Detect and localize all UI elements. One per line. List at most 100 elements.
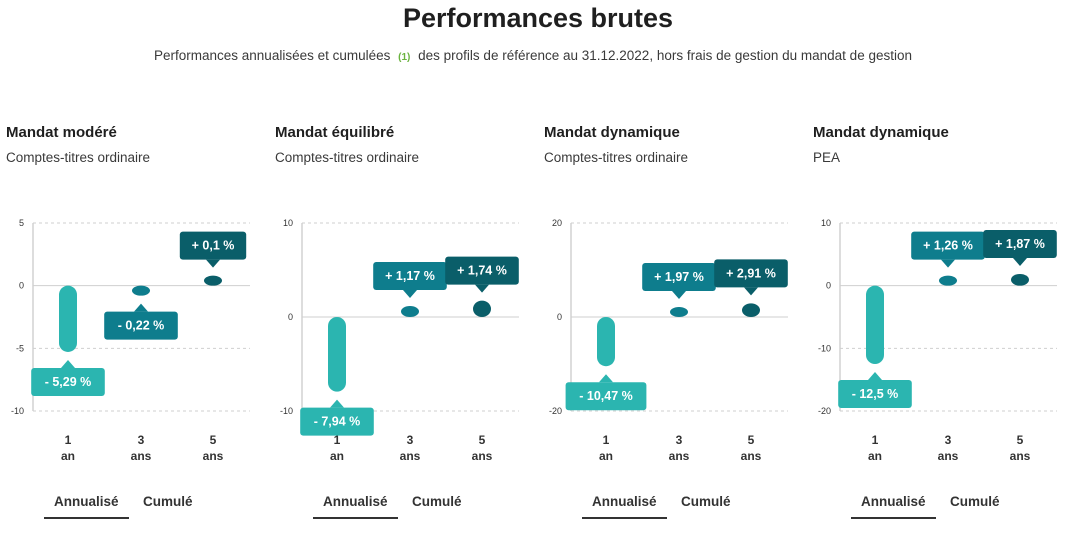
x-category-label: 3 <box>676 433 683 447</box>
panel-mandat-modere: Mandat modéré Comptes-titres ordinaire 5… <box>0 118 262 536</box>
data-label: - 0,22 % <box>118 319 165 333</box>
panel-subtitle: PEA <box>813 150 841 165</box>
data-label: - 5,29 % <box>45 375 92 389</box>
bar[interactable] <box>204 275 222 286</box>
tab-annualise[interactable]: Annualisé <box>851 490 936 519</box>
bar[interactable] <box>597 317 615 367</box>
performance-chart: 10 0 -10 1 an 3 ans 5 ans - 7,94 % + 1,17 % + 1,74 … <box>280 218 519 463</box>
value-callout: + 1,26 % <box>911 231 985 268</box>
tab-cumule[interactable]: Cumulé <box>949 494 1000 509</box>
data-label: + 1,97 % <box>654 270 704 284</box>
x-category-unit: an <box>330 449 344 463</box>
performance-chart: 20 0 -20 1 an 3 ans 5 ans - 10,47 % + 1,97 % + 2,91… <box>549 218 788 463</box>
y-tick-label: 5 <box>19 218 24 228</box>
x-category-label: 5 <box>479 433 486 447</box>
panel-subtitle: Comptes-titres ordinaire <box>275 150 420 165</box>
data-label: + 0,1 % <box>192 239 235 253</box>
x-category-label: 3 <box>407 433 414 447</box>
y-tick-label: -5 <box>16 343 24 353</box>
y-tick-label: 0 <box>557 312 562 322</box>
page-title: Performances brutes <box>402 3 674 33</box>
tab-cumule[interactable]: Cumulé <box>680 494 731 509</box>
panel-title: Mandat équilibré <box>275 124 395 141</box>
value-callout: + 1,17 % <box>373 262 447 299</box>
performance-chart: 5 0 -5 -10 1 an 3 ans 5 ans - 5,29 % - 0,22 % + 0,1 … <box>11 218 250 463</box>
data-label: + 1,87 % <box>995 237 1045 251</box>
value-callout: - 5,29 % <box>31 359 105 396</box>
x-category-label: 1 <box>872 433 879 447</box>
panel-subtitle: Comptes-titres ordinaire <box>544 150 689 165</box>
y-tick-label: -10 <box>11 406 24 416</box>
x-category-label: 1 <box>334 433 341 447</box>
value-callout: - 0,22 % <box>104 303 178 340</box>
y-tick-label: 10 <box>283 218 293 228</box>
y-tick-label: 0 <box>826 281 831 291</box>
x-category-unit: ans <box>203 449 224 463</box>
data-label: - 7,94 % <box>314 415 361 429</box>
panel-mandat-dynamique-pea: Mandat dynamique PEA 10 0 -10 -20 1 an 3 ans 5 an… <box>807 118 1069 536</box>
x-category-label: 5 <box>210 433 217 447</box>
x-category-unit: ans <box>938 449 959 463</box>
panel-title: Mandat dynamique <box>813 124 949 141</box>
value-callout: + 1,97 % <box>642 263 716 299</box>
data-label: - 10,47 % <box>579 389 633 403</box>
x-category-unit: ans <box>741 449 762 463</box>
x-category-label: 5 <box>1017 433 1024 447</box>
y-tick-label: -10 <box>818 343 831 353</box>
data-label: + 1,26 % <box>923 239 973 253</box>
bar[interactable] <box>670 307 688 317</box>
data-label: + 1,74 % <box>457 264 507 278</box>
bar[interactable] <box>473 300 491 317</box>
footnote-ref[interactable]: (1) <box>398 52 411 63</box>
tab-bar: Annualisé Cumulé <box>313 490 471 520</box>
value-callout: + 1,87 % <box>983 229 1057 266</box>
panel-title: Mandat dynamique <box>544 124 680 141</box>
tab-cumule[interactable]: Cumulé <box>142 494 193 509</box>
x-category-label: 1 <box>603 433 610 447</box>
bar[interactable] <box>866 285 884 364</box>
y-tick-label: 0 <box>288 312 293 322</box>
x-category-label: 5 <box>748 433 755 447</box>
y-tick-label: 0 <box>19 281 24 291</box>
bar[interactable] <box>401 306 419 317</box>
y-tick-label: -10 <box>280 406 293 416</box>
panel-mandat-dynamique-cto: Mandat dynamique Comptes-titres ordinair… <box>538 118 800 536</box>
tab-bar: Annualisé Cumulé <box>851 490 1009 520</box>
bar[interactable] <box>939 275 957 286</box>
tab-cumule[interactable]: Cumulé <box>411 494 462 509</box>
tab-annualise[interactable]: Annualisé <box>582 490 667 519</box>
bar[interactable] <box>1011 273 1029 286</box>
value-callout: - 10,47 % <box>565 374 647 411</box>
y-tick-label: -20 <box>818 406 831 416</box>
x-category-unit: an <box>599 449 613 463</box>
x-category-unit: an <box>61 449 75 463</box>
tab-bar: Annualisé Cumulé <box>582 490 740 520</box>
subtitle-text-end: des profils de référence au 31.12.2022, … <box>418 48 912 63</box>
bar[interactable] <box>742 303 760 317</box>
bar[interactable] <box>328 317 346 392</box>
tab-annualise[interactable]: Annualisé <box>313 490 398 519</box>
tab-annualise[interactable]: Annualisé <box>44 490 129 519</box>
bar[interactable] <box>132 285 150 296</box>
data-label: + 2,91 % <box>726 266 776 280</box>
x-category-unit: ans <box>1010 449 1031 463</box>
panel-subtitle: Comptes-titres ordinaire <box>6 150 151 165</box>
x-category-unit: ans <box>472 449 493 463</box>
y-tick-label: 10 <box>821 218 831 228</box>
panel-mandat-equilibre: Mandat équilibré Comptes-titres ordinair… <box>269 118 531 536</box>
x-category-label: 3 <box>945 433 952 447</box>
y-tick-label: 20 <box>552 218 562 228</box>
bar[interactable] <box>59 285 77 352</box>
value-callout: + 1,74 % <box>445 256 519 293</box>
value-callout: + 2,91 % <box>714 259 788 296</box>
data-label: - 12,5 % <box>852 387 899 401</box>
x-category-unit: ans <box>400 449 421 463</box>
x-category-unit: ans <box>669 449 690 463</box>
data-label: + 1,17 % <box>385 269 435 283</box>
value-callout: + 0,1 % <box>179 231 247 268</box>
performance-chart: 10 0 -10 -20 1 an 3 ans 5 ans - 12,5 % + 1,26 % + 1,… <box>818 218 1057 463</box>
y-tick-label: -20 <box>549 406 562 416</box>
page-subtitle: Performances annualisées et cumulées (1)… <box>0 48 1066 63</box>
tab-bar: Annualisé Cumulé <box>44 490 202 520</box>
value-callout: - 12,5 % <box>838 372 912 408</box>
